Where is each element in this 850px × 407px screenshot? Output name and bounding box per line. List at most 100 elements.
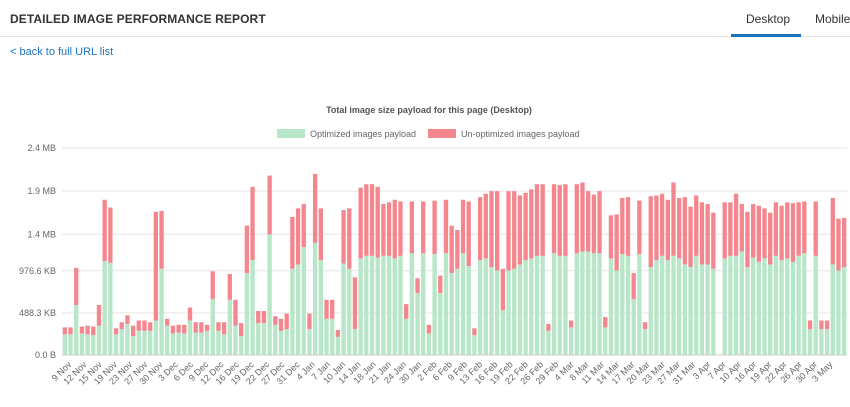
bar-optimized[interactable]: [796, 255, 801, 355]
bar-optimized[interactable]: [830, 264, 835, 355]
bar-optimized[interactable]: [341, 263, 346, 355]
bar-unoptimized[interactable]: [603, 317, 608, 328]
bar-unoptimized[interactable]: [574, 184, 579, 254]
bar-unoptimized[interactable]: [483, 193, 488, 259]
bar-unoptimized[interactable]: [102, 199, 107, 261]
bar-optimized[interactable]: [688, 267, 693, 355]
bar-optimized[interactable]: [665, 260, 670, 355]
bar-optimized[interactable]: [608, 258, 614, 355]
bar-unoptimized[interactable]: [546, 323, 551, 331]
bar-optimized[interactable]: [307, 329, 312, 355]
bar-unoptimized[interactable]: [301, 204, 306, 248]
bar-unoptimized[interactable]: [841, 217, 847, 268]
bar-unoptimized[interactable]: [773, 202, 779, 256]
bar-optimized[interactable]: [364, 255, 369, 355]
bar-optimized[interactable]: [318, 260, 323, 355]
bar-optimized[interactable]: [113, 334, 119, 355]
bar-unoptimized[interactable]: [551, 184, 557, 254]
bar-optimized[interactable]: [409, 253, 414, 355]
bar-unoptimized[interactable]: [312, 173, 318, 243]
bar-unoptimized[interactable]: [659, 193, 665, 256]
bar-unoptimized[interactable]: [159, 210, 164, 269]
bar-optimized[interactable]: [699, 264, 705, 355]
bar-unoptimized[interactable]: [216, 322, 221, 331]
bar-optimized[interactable]: [637, 254, 642, 355]
bar-optimized[interactable]: [96, 325, 102, 355]
bar-optimized[interactable]: [216, 330, 221, 355]
bar-unoptimized[interactable]: [813, 201, 818, 256]
bar-unoptimized[interactable]: [432, 200, 437, 255]
bar-optimized[interactable]: [625, 255, 631, 355]
legend-label-unoptimized[interactable]: Un-optimized images payload: [461, 129, 580, 139]
bar-optimized[interactable]: [523, 260, 528, 355]
bar-unoptimized[interactable]: [745, 211, 750, 268]
bar-unoptimized[interactable]: [557, 185, 562, 256]
bar-optimized[interactable]: [85, 334, 90, 355]
bar-unoptimized[interactable]: [750, 204, 756, 258]
bar-optimized[interactable]: [529, 258, 534, 355]
bar-optimized[interactable]: [802, 253, 807, 355]
bar-optimized[interactable]: [290, 268, 295, 355]
bar-optimized[interactable]: [165, 325, 170, 355]
bar-optimized[interactable]: [591, 253, 597, 355]
bar-unoptimized[interactable]: [74, 267, 79, 305]
bar-optimized[interactable]: [540, 255, 545, 355]
bar-optimized[interactable]: [432, 254, 437, 355]
bar-unoptimized[interactable]: [620, 198, 625, 255]
bar-unoptimized[interactable]: [386, 202, 392, 256]
bar-unoptimized[interactable]: [455, 229, 460, 269]
bar-optimized[interactable]: [836, 270, 841, 355]
bar-optimized[interactable]: [756, 261, 761, 355]
bar-optimized[interactable]: [256, 323, 261, 355]
bar-optimized[interactable]: [631, 298, 636, 355]
bar-optimized[interactable]: [233, 325, 238, 355]
bar-unoptimized[interactable]: [733, 193, 739, 256]
bar-unoptimized[interactable]: [187, 307, 193, 321]
bar-optimized[interactable]: [335, 336, 341, 355]
bar-unoptimized[interactable]: [523, 192, 528, 261]
bar-optimized[interactable]: [563, 255, 568, 355]
bar-unoptimized[interactable]: [239, 323, 244, 337]
bar-optimized[interactable]: [648, 267, 653, 355]
bar-optimized[interactable]: [472, 335, 477, 355]
bar-unoptimized[interactable]: [449, 225, 454, 274]
bar-unoptimized[interactable]: [540, 184, 545, 256]
bar-unoptimized[interactable]: [267, 175, 272, 235]
bar-unoptimized[interactable]: [796, 202, 801, 256]
bar-unoptimized[interactable]: [586, 191, 591, 252]
bar-unoptimized[interactable]: [671, 182, 676, 256]
bar-optimized[interactable]: [227, 299, 232, 355]
bar-unoptimized[interactable]: [642, 322, 648, 330]
bar-optimized[interactable]: [705, 264, 710, 355]
bar-optimized[interactable]: [421, 253, 426, 355]
bar-unoptimized[interactable]: [728, 202, 733, 256]
bar-optimized[interactable]: [750, 257, 756, 355]
bar-optimized[interactable]: [466, 266, 471, 355]
bar-optimized[interactable]: [477, 260, 483, 355]
bar-unoptimized[interactable]: [739, 204, 744, 252]
bar-unoptimized[interactable]: [165, 318, 170, 326]
bar-unoptimized[interactable]: [711, 212, 716, 269]
bar-optimized[interactable]: [295, 264, 301, 355]
tab-desktop[interactable]: Desktop: [746, 12, 791, 26]
bar-unoptimized[interactable]: [597, 191, 602, 254]
bar-unoptimized[interactable]: [261, 311, 267, 324]
bar-optimized[interactable]: [534, 255, 540, 355]
bar-optimized[interactable]: [284, 329, 289, 355]
bar-optimized[interactable]: [91, 335, 96, 355]
bar-optimized[interactable]: [159, 268, 164, 355]
bar-unoptimized[interactable]: [250, 186, 255, 261]
bar-optimized[interactable]: [677, 258, 682, 355]
bar-optimized[interactable]: [659, 255, 665, 355]
bar-unoptimized[interactable]: [278, 318, 284, 331]
bar-optimized[interactable]: [68, 334, 73, 355]
tab-mobile[interactable]: Mobile: [815, 12, 850, 26]
bar-unoptimized[interactable]: [665, 199, 670, 261]
bar-unoptimized[interactable]: [426, 324, 432, 334]
bar-unoptimized[interactable]: [568, 320, 574, 328]
bar-optimized[interactable]: [495, 270, 500, 355]
bar-optimized[interactable]: [449, 273, 454, 355]
bar-unoptimized[interactable]: [125, 315, 130, 324]
bar-optimized[interactable]: [745, 267, 750, 355]
bar-unoptimized[interactable]: [682, 197, 688, 265]
